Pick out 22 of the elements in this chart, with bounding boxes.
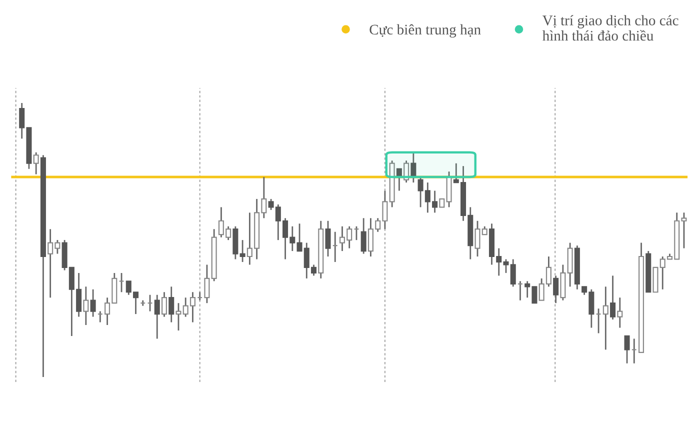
candlestick — [240, 239, 246, 263]
candlestick — [154, 294, 160, 340]
candlestick — [90, 288, 96, 318]
candlestick — [83, 286, 89, 326]
candlestick — [510, 258, 516, 288]
candlestick — [204, 264, 210, 304]
candlestick — [602, 286, 608, 350]
candlestick — [168, 286, 174, 323]
candlestick — [176, 302, 182, 332]
candlestick — [404, 160, 410, 184]
candlestick — [396, 168, 402, 192]
candlestick — [617, 296, 623, 328]
candlestick — [624, 335, 630, 364]
candlestick — [325, 220, 331, 258]
candlestick — [410, 152, 416, 184]
candlestick — [161, 291, 167, 318]
candlestick — [33, 152, 39, 175]
legend-label: Vị trí giao dịch cho các hình thái đảo chiều — [542, 15, 678, 41]
candlestick — [360, 217, 366, 254]
candlestick — [610, 274, 616, 320]
candlestick — [553, 274, 559, 304]
legend-label: Cực biên trung hạn — [370, 24, 481, 38]
